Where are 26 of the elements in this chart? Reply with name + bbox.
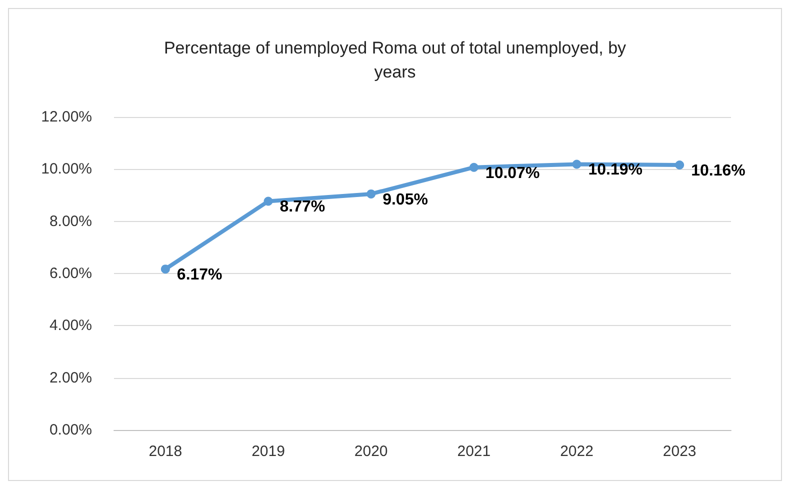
data-label: 10.16%: [691, 162, 746, 180]
y-tick-label: 6.00%: [49, 265, 92, 282]
x-tick-label: 2020: [354, 443, 388, 460]
y-tick-label: 0.00%: [49, 422, 92, 438]
point: [572, 160, 582, 169]
x-tick-label: 2021: [457, 443, 491, 460]
y-tick-label: 4.00%: [49, 317, 92, 334]
y-tick-label: 10.00%: [41, 160, 92, 178]
x-tick-label: 2018: [148, 443, 182, 460]
data-label: 9.05%: [382, 191, 428, 208]
data-label: 8.77%: [280, 198, 326, 216]
x-tick-label: 2023: [662, 443, 696, 460]
data-label: 6.17%: [176, 266, 222, 284]
data-label: 10.19%: [588, 162, 643, 179]
x-tick-label: 2022: [560, 443, 594, 460]
point: [264, 196, 273, 206]
y-tick-label: 12.00%: [41, 108, 92, 126]
point: [160, 264, 170, 274]
point: [675, 160, 684, 170]
y-tick-label: 8.00%: [49, 212, 92, 230]
point: [366, 189, 376, 198]
y-tick-label: 2.00%: [49, 369, 92, 386]
point: [469, 162, 478, 172]
x-tick-label: 2019: [252, 443, 285, 460]
data-label: 10.07%: [485, 164, 540, 182]
chart-title: Percentage of unemployed Roma out of total unemployed, by years: [164, 38, 627, 82]
